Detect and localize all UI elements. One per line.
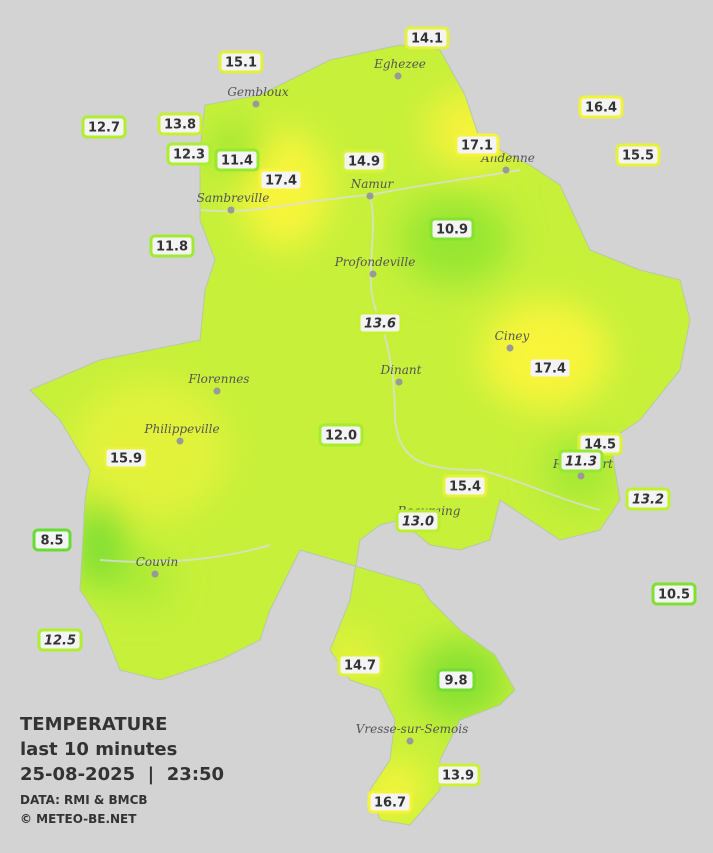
city-dot: [151, 570, 159, 578]
city-dot: [577, 472, 585, 480]
station-value: 12.0: [325, 429, 357, 444]
city-name: Gembloux: [227, 85, 289, 99]
city-dot: [394, 72, 402, 80]
station-box: [341, 149, 387, 173]
city-name: Couvin: [136, 555, 178, 569]
station-value: 10.9: [436, 223, 468, 238]
station-box: [527, 356, 573, 380]
station-value: 17.4: [265, 174, 297, 189]
station-value: 13.2: [632, 493, 664, 508]
station-value: 16.4: [585, 101, 617, 116]
city-dot: [227, 206, 235, 214]
legend-datetime: 25-08-2025 | 23:50: [20, 764, 224, 785]
station-value: 13.8: [164, 118, 196, 133]
city-name: Florennes: [188, 372, 250, 386]
station-value: 9.8: [444, 674, 467, 689]
station-value: 12.7: [88, 121, 120, 136]
station-value: 11.3: [565, 455, 597, 470]
station-box: [214, 148, 260, 172]
station-box: [558, 449, 604, 473]
station-box: [395, 509, 441, 533]
station-box: [578, 95, 624, 119]
station-box: [442, 474, 488, 498]
station-box: [435, 763, 481, 787]
station-value: 12.3: [173, 148, 205, 163]
station-value: 11.4: [221, 154, 253, 169]
station-value: 14.1: [411, 32, 443, 47]
city-dot: [502, 166, 510, 174]
station-box: [218, 50, 264, 74]
station-box: [429, 217, 475, 241]
station-value: 13.9: [442, 769, 474, 784]
station-value: 13.6: [364, 317, 396, 332]
station-value: 8.5: [40, 534, 63, 549]
station-value: 15.5: [622, 149, 654, 164]
station-box: [625, 487, 671, 511]
station-value: 16.7: [374, 796, 406, 811]
station-box: [149, 234, 195, 258]
city-name: Profondeville: [334, 255, 416, 269]
legend-title: TEMPERATURE: [20, 714, 167, 735]
station-box: [258, 168, 304, 192]
station-box: [37, 628, 83, 652]
station-value: 11.8: [156, 240, 188, 255]
legend: TEMPERATURE last 10 minutes 25-08-2025 |…: [20, 714, 224, 826]
city-name: Philippeville: [143, 422, 219, 436]
station-value: 15.4: [449, 480, 481, 495]
city-dot: [406, 737, 414, 745]
city-dot: [366, 192, 374, 200]
station-box: [357, 311, 403, 335]
station-value: 12.5: [44, 634, 76, 649]
station-box: [404, 26, 450, 50]
station-value: 17.4: [534, 362, 566, 377]
station-box: [81, 115, 127, 139]
station-box: [436, 668, 476, 692]
station-value: 15.1: [225, 56, 257, 71]
city-name: Dinant: [380, 363, 422, 377]
station-box: [103, 446, 149, 470]
station-value: 15.9: [110, 452, 142, 467]
station-value: 17.1: [461, 139, 493, 154]
station-box: [32, 528, 72, 552]
legend-source: DATA: RMI & BMCB: [20, 793, 148, 807]
city-dot: [252, 100, 260, 108]
station-box: [367, 790, 413, 814]
station-box: [157, 112, 203, 136]
station-box: [166, 142, 212, 166]
cities: EghezeeGemblouxAndenneNamurSambrevillePr…: [136, 57, 613, 745]
station-value: 14.9: [348, 155, 380, 170]
city-name: Eghezee: [373, 57, 426, 71]
city-dot: [369, 270, 377, 278]
station-box: [651, 582, 697, 606]
legend-period: last 10 minutes: [20, 739, 177, 760]
city-dot: [176, 437, 184, 445]
city-dot: [213, 387, 221, 395]
station-box: [337, 653, 383, 677]
city-name: Vresse-sur-Semois: [356, 722, 469, 736]
station-box: [615, 143, 661, 167]
city-dot: [395, 378, 403, 386]
station-value: 14.7: [344, 659, 376, 674]
legend-copyright: © METEO-BE.NET: [20, 812, 137, 826]
stations: 14.1 15.1 12.7 13.8 12.3 11.4 17.4 14.9 17.1 16.4…: [32, 26, 697, 814]
station-value: 10.5: [658, 588, 690, 603]
city-dot: [506, 344, 514, 352]
station-box: [318, 423, 364, 447]
city-name: Ciney: [495, 329, 530, 343]
station-value: 14.5: [584, 438, 616, 453]
station-box: [454, 133, 500, 157]
city-name: Namur: [350, 177, 395, 191]
city-name: Sambreville: [197, 191, 270, 205]
station-value: 13.0: [402, 515, 434, 530]
